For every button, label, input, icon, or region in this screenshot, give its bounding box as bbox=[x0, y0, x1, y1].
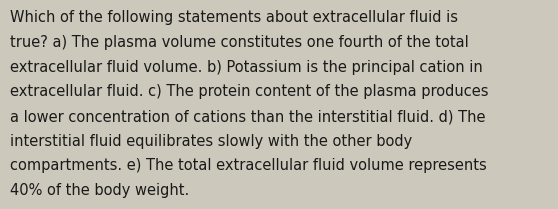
Text: compartments. e) The total extracellular fluid volume represents: compartments. e) The total extracellular… bbox=[10, 158, 487, 173]
Text: a lower concentration of cations than the interstitial fluid. d) The: a lower concentration of cations than th… bbox=[10, 109, 485, 124]
Text: 40% of the body weight.: 40% of the body weight. bbox=[10, 183, 189, 198]
Text: interstitial fluid equilibrates slowly with the other body: interstitial fluid equilibrates slowly w… bbox=[10, 134, 412, 149]
Text: Which of the following statements about extracellular fluid is: Which of the following statements about … bbox=[10, 10, 458, 25]
Text: extracellular fluid. c) The protein content of the plasma produces: extracellular fluid. c) The protein cont… bbox=[10, 84, 489, 99]
Text: true? a) The plasma volume constitutes one fourth of the total: true? a) The plasma volume constitutes o… bbox=[10, 35, 469, 50]
Text: extracellular fluid volume. b) Potassium is the principal cation in: extracellular fluid volume. b) Potassium… bbox=[10, 60, 483, 75]
